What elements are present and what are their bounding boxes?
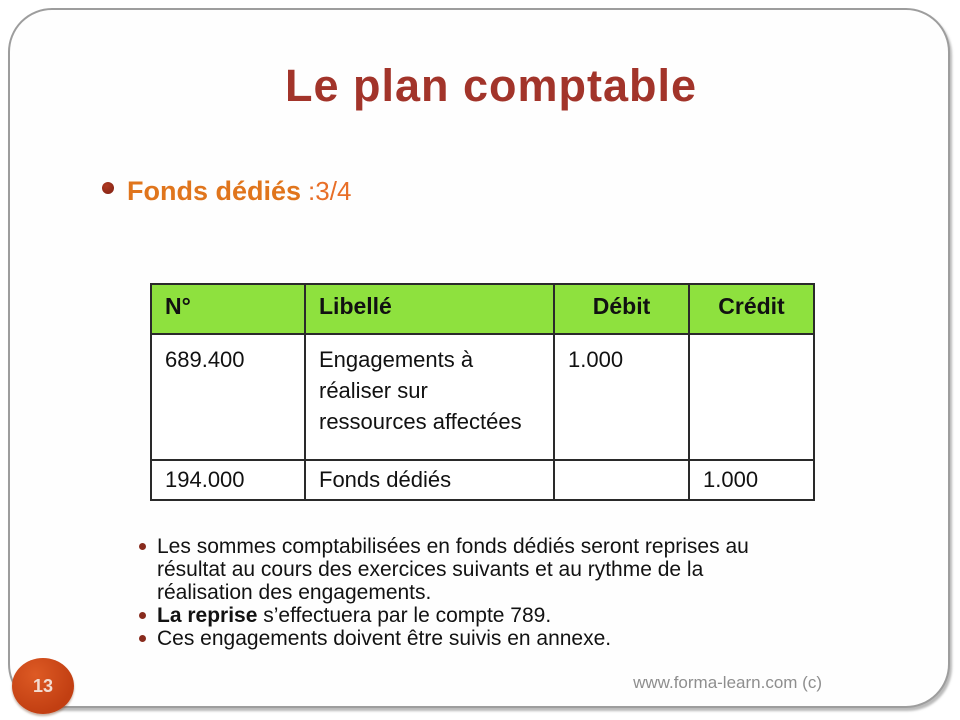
heading-suffix: :3/4 <box>308 176 352 206</box>
page-number-badge: 13 <box>12 658 74 714</box>
cell-debit <box>553 459 690 501</box>
bullet-icon <box>139 543 146 550</box>
cell-credit: 1.000 <box>688 459 815 501</box>
list-item-bold: La reprise <box>157 604 258 627</box>
page-number: 13 <box>32 675 54 696</box>
cell-libelle: Engagements à réaliser sur ressources af… <box>304 333 555 461</box>
col-header-credit: Crédit <box>688 283 815 335</box>
accounting-table: N° Libellé Débit Crédit 689.400 Engageme… <box>150 283 815 501</box>
list-item-text: s’effectuera par le compte 789. <box>257 604 552 627</box>
bullet-icon <box>102 182 114 194</box>
table-row: 194.000 Fonds dédiés 1.000 <box>150 459 815 501</box>
notes-list: Les sommes comptabilisées en fonds dédié… <box>138 535 786 650</box>
cell-debit: 1.000 <box>553 333 690 461</box>
website-credit: www.forma-learn.com (c) <box>633 673 822 692</box>
table-header-row: N° Libellé Débit Crédit <box>150 283 815 335</box>
cell-numero: 689.400 <box>150 333 306 461</box>
slide-canvas: Le plan comptable Fonds dédiés:3/4 N° Li… <box>8 8 950 714</box>
list-item-text: Les sommes comptabilisées en fonds dédié… <box>157 535 749 604</box>
list-item: Ces engagements doivent être suivis en a… <box>138 627 786 650</box>
col-header-libelle: Libellé <box>304 283 555 335</box>
slide-title: Le plan comptable <box>284 60 698 111</box>
table-row: 689.400 Engagements à réaliser sur resso… <box>150 333 815 461</box>
list-item: Les sommes comptabilisées en fonds dédié… <box>138 535 786 604</box>
bullet-icon <box>139 612 146 619</box>
cell-credit <box>688 333 815 461</box>
heading-label: Fonds dédiés <box>127 176 302 206</box>
list-item: La reprise s’effectuera par le compte 78… <box>138 604 786 627</box>
cell-numero: 194.000 <box>150 459 306 501</box>
cell-libelle: Fonds dédiés <box>304 459 555 501</box>
col-header-debit: Débit <box>553 283 690 335</box>
bullet-icon <box>139 635 146 642</box>
col-header-numero: N° <box>150 283 306 335</box>
list-item-text: Ces engagements doivent être suivis en a… <box>157 627 612 650</box>
main-bullet-heading: Fonds dédiés:3/4 <box>102 176 351 207</box>
